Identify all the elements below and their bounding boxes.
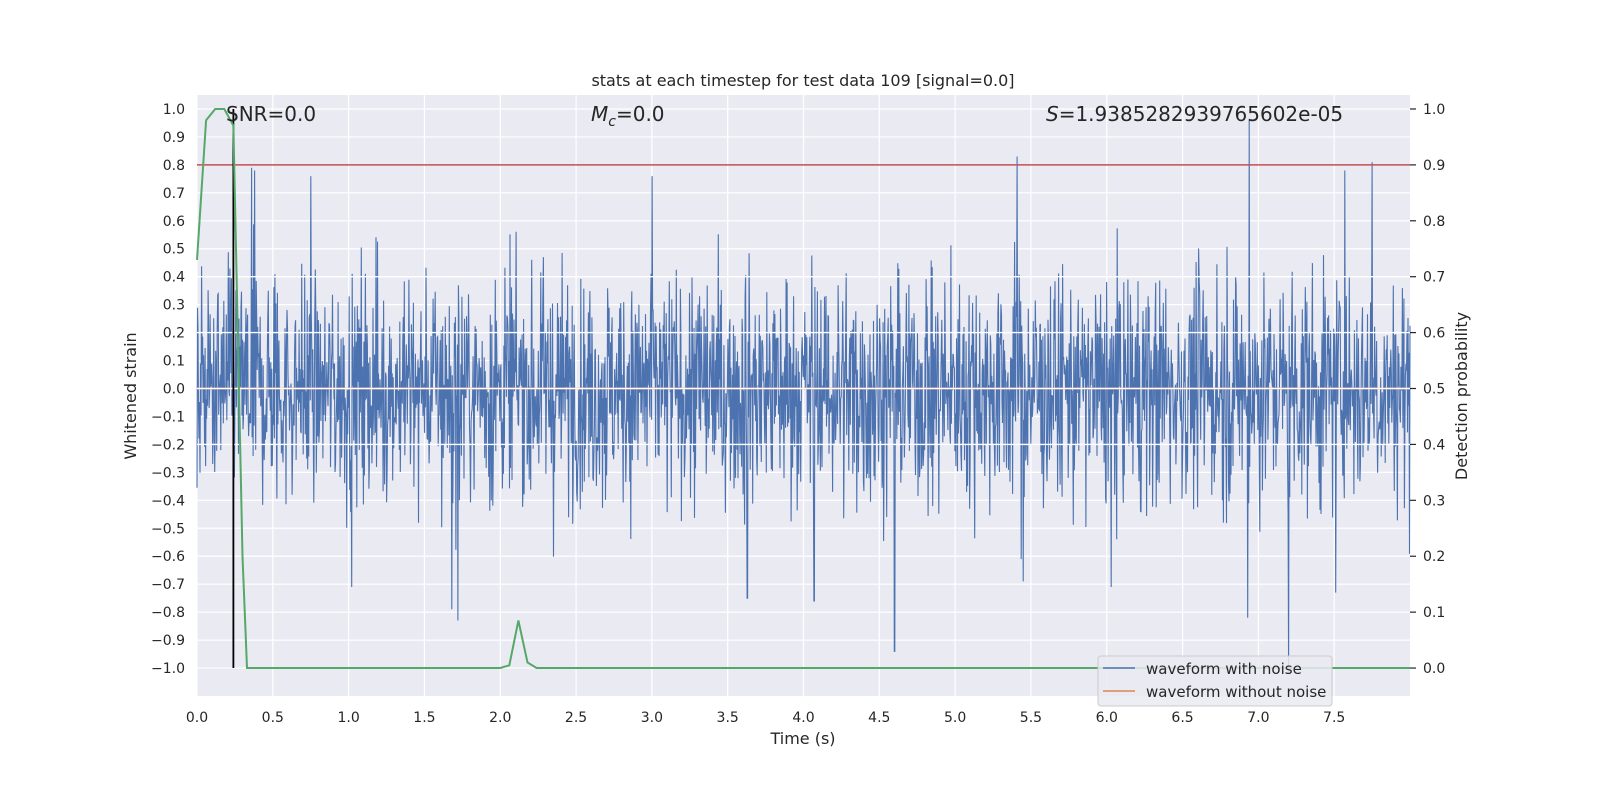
y-tick-label: 1.0 xyxy=(163,102,185,118)
y-axis-label: Whitened strain xyxy=(121,332,140,459)
y2-tick-label: 0.4 xyxy=(1423,437,1445,453)
y-tick-label: 0.3 xyxy=(163,298,185,314)
y2-tick-label: 0.0 xyxy=(1423,661,1445,677)
y-tick-label: −1.0 xyxy=(151,661,185,677)
series-detection-probability xyxy=(196,108,1410,669)
y2-tick-label: 0.3 xyxy=(1423,493,1445,509)
x-tick-label: 5.5 xyxy=(1020,710,1042,726)
mc-value: =0.0 xyxy=(616,102,665,126)
x-axis-label: Time (s) xyxy=(769,729,835,748)
y-tick-label: 0.0 xyxy=(163,382,185,398)
y2-tick-label: 1.0 xyxy=(1423,102,1445,118)
legend-label-clean: waveform without noise xyxy=(1146,683,1326,701)
series-waveform-with-noise xyxy=(196,120,1411,674)
y2-tick-label: 0.9 xyxy=(1423,158,1445,174)
x-tick-label: 5.0 xyxy=(944,710,966,726)
y2-tick-label: 0.5 xyxy=(1423,382,1445,398)
y-tick-label: 0.2 xyxy=(163,326,185,342)
x-tick-label: 0.0 xyxy=(186,710,208,726)
mc-variable: M xyxy=(591,102,608,126)
y-tick-label: 0.6 xyxy=(163,214,185,230)
y-tick-label: −0.1 xyxy=(151,409,185,425)
y-tick-label: 0.1 xyxy=(163,354,185,370)
y-tick-label: −0.5 xyxy=(151,521,185,537)
x-tick-label: 0.5 xyxy=(262,710,284,726)
y-tick-label: −0.4 xyxy=(151,493,185,509)
y2-tick-label: 0.1 xyxy=(1423,605,1445,621)
chart-title: stats at each timestep for test data 109… xyxy=(591,71,1014,90)
legend: waveform with noise waveform without noi… xyxy=(1097,655,1333,707)
y-tick-label: 0.7 xyxy=(163,186,185,202)
s-annotation: S=1.9385282939765602e-05 xyxy=(1046,102,1343,126)
x-tick-label: 6.0 xyxy=(1096,710,1118,726)
y2-tick-label: 0.8 xyxy=(1423,214,1445,230)
x-tick-label: 7.0 xyxy=(1247,710,1269,726)
x-tick-label: 1.0 xyxy=(337,710,359,726)
x-tick-label: 6.5 xyxy=(1171,710,1193,726)
s-value: =1.9385282939765602e-05 xyxy=(1059,102,1343,126)
x-tick-label: 3.5 xyxy=(717,710,739,726)
y-tick-label: −0.3 xyxy=(151,465,185,481)
snr-annotation: SNR=0.0 xyxy=(226,102,316,126)
overlay-layer xyxy=(196,108,1410,669)
y-tick-label: −0.6 xyxy=(151,549,185,565)
x-tick-label: 1.5 xyxy=(413,710,435,726)
y2-tick-label: 0.7 xyxy=(1423,270,1445,286)
y-tick-label: −0.2 xyxy=(151,437,185,453)
y-tick-label: 0.8 xyxy=(163,158,185,174)
y2-axis-label: Detection probability xyxy=(1452,312,1471,480)
x-tick-label: 4.0 xyxy=(792,710,814,726)
legend-label-noise: waveform with noise xyxy=(1146,660,1302,678)
x-tick-label: 2.5 xyxy=(565,710,587,726)
y2-tick-label: 0.2 xyxy=(1423,549,1445,565)
x-tick-label: 4.5 xyxy=(868,710,890,726)
y-tick-label: −0.9 xyxy=(151,633,185,649)
y-tick-label: 0.9 xyxy=(163,130,185,146)
legend-box xyxy=(1097,655,1333,707)
s-variable: S xyxy=(1046,102,1059,126)
x-tick-label: 3.0 xyxy=(641,710,663,726)
x-tick-label: 7.5 xyxy=(1323,710,1345,726)
mc-annotation: Mc=0.0 xyxy=(591,102,665,130)
x-tick-label: 2.0 xyxy=(489,710,511,726)
y-tick-label: 0.4 xyxy=(163,270,185,286)
mc-subscript: c xyxy=(608,114,616,130)
y-tick-label: −0.8 xyxy=(151,605,185,621)
y-tick-label: −0.7 xyxy=(151,577,185,593)
y2-tick-label: 0.6 xyxy=(1423,326,1445,342)
y-tick-label: 0.5 xyxy=(163,242,185,258)
ticks-layer: 0.0 0.5 1.0 1.5 2.0 2.5 3.0 3.5 4.0 4.5 5.0 5.5 6.0 6… xyxy=(151,102,1445,726)
